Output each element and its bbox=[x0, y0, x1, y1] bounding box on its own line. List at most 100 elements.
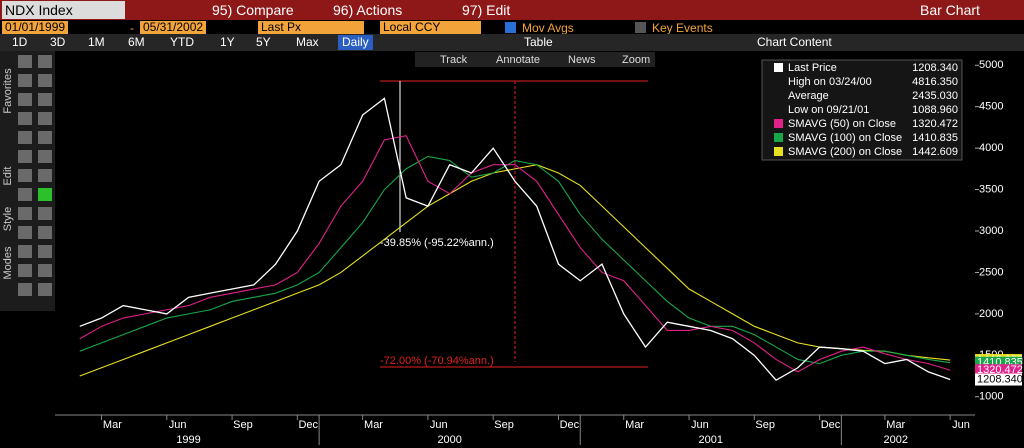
tool-icon[interactable] bbox=[18, 207, 32, 220]
period-button[interactable]: 3D bbox=[50, 35, 66, 49]
annotation: -39.85% (-95.22%ann.) bbox=[380, 237, 494, 249]
side-tab[interactable]: Style bbox=[2, 207, 14, 231]
period-button[interactable]: 1D bbox=[12, 35, 28, 49]
x-tick-label: Sep bbox=[755, 419, 775, 431]
x-tick-label: Jun bbox=[430, 419, 448, 431]
period-button[interactable]: 6M bbox=[128, 35, 145, 49]
tool-icon[interactable] bbox=[38, 169, 52, 182]
tool-icon[interactable] bbox=[18, 188, 32, 201]
chart-content-button[interactable]: Chart Content bbox=[757, 35, 832, 49]
side-tab[interactable]: Edit bbox=[2, 167, 14, 186]
legend-label: Average bbox=[788, 90, 829, 102]
tool-icon[interactable] bbox=[38, 74, 52, 87]
side-tab[interactable]: Favorites bbox=[2, 68, 14, 114]
legend-label: Low on 09/21/01 bbox=[788, 104, 869, 116]
price-line bbox=[79, 164, 951, 377]
tool-icon[interactable] bbox=[18, 245, 32, 258]
x-tick-label: Jun bbox=[169, 419, 187, 431]
tool-icon[interactable] bbox=[38, 93, 52, 106]
x-tick-label: Mar bbox=[103, 419, 122, 431]
last-value-tag bbox=[975, 364, 1022, 377]
chart-tool[interactable]: Zoom bbox=[622, 54, 650, 66]
chart: Favorites Edit Style Modes Track Annotate News… bbox=[0, 51, 1023, 446]
legend-swatch[interactable] bbox=[774, 133, 783, 142]
table-button[interactable]: Table bbox=[524, 35, 553, 49]
y-tick-label: 4000 bbox=[979, 142, 1003, 154]
legend-label: SMAVG (200) on Close bbox=[788, 146, 902, 158]
period-button[interactable]: YTD bbox=[170, 35, 194, 49]
year-label: 2002 bbox=[884, 434, 908, 446]
side-tab[interactable]: Modes bbox=[2, 246, 14, 280]
x-tick-label: Dec bbox=[298, 419, 318, 431]
y-tick-label: 2000 bbox=[979, 308, 1003, 320]
legend-value: 1208.340 bbox=[912, 62, 958, 74]
legend-label: SMAVG (50) on Close bbox=[788, 118, 896, 130]
year-label: 2000 bbox=[437, 434, 461, 446]
tool-icon[interactable] bbox=[18, 150, 32, 163]
tool-icon[interactable] bbox=[18, 226, 32, 239]
legend-value: 4816.350 bbox=[912, 76, 958, 88]
tool-icon[interactable] bbox=[18, 131, 32, 144]
key-events-checkbox[interactable] bbox=[635, 22, 646, 33]
tool-icon[interactable] bbox=[38, 283, 52, 296]
end-date[interactable]: 05/31/2002 bbox=[140, 21, 207, 34]
legend-label: SMAVG (100) on Close bbox=[788, 132, 902, 144]
tool-icon[interactable] bbox=[38, 55, 52, 68]
mov-avgs-checkbox[interactable] bbox=[505, 22, 516, 33]
tool-icon[interactable] bbox=[18, 93, 32, 106]
tool-strip bbox=[415, 52, 655, 67]
field-select[interactable]: Last Px bbox=[258, 21, 364, 34]
tool-icon[interactable] bbox=[18, 74, 32, 87]
tool-icon[interactable] bbox=[38, 188, 52, 201]
tool-icon[interactable] bbox=[38, 150, 52, 163]
legend-value: 1442.609 bbox=[912, 146, 958, 158]
tool-icon[interactable] bbox=[18, 169, 32, 182]
period-button[interactable]: 1Y bbox=[220, 35, 235, 49]
currency-select[interactable]: Local CCY bbox=[380, 21, 481, 34]
tool-icon[interactable] bbox=[38, 245, 52, 258]
x-tick-label: Mar bbox=[364, 419, 383, 431]
date-dash: - bbox=[130, 21, 134, 35]
legend: Last Price 1208.340 High on 03/24/00 4816.3… bbox=[761, 59, 963, 161]
year-label: 2001 bbox=[699, 434, 723, 446]
legend-value: 1410.835 bbox=[912, 132, 958, 144]
x-tick-label: Sep bbox=[233, 419, 253, 431]
tool-icon[interactable] bbox=[18, 264, 32, 277]
chart-tool[interactable]: Annotate bbox=[496, 54, 540, 66]
x-tick-label: Mar bbox=[625, 419, 644, 431]
period-button[interactable]: 1M bbox=[88, 35, 105, 49]
legend-swatch[interactable] bbox=[774, 147, 783, 156]
x-tick-label: Mar bbox=[886, 419, 905, 431]
chart-tool[interactable]: News bbox=[568, 54, 596, 66]
y-tick-label: 5000 bbox=[979, 59, 1003, 71]
period-button[interactable]: 5Y bbox=[256, 35, 271, 49]
chart-type: Bar Chart bbox=[920, 2, 980, 18]
tool-icon[interactable] bbox=[18, 283, 32, 296]
tool-icon[interactable] bbox=[38, 264, 52, 277]
tool-icon[interactable] bbox=[18, 55, 32, 68]
ticker-input[interactable]: NDX Index bbox=[2, 1, 125, 19]
y-tick-label: 2500 bbox=[979, 266, 1003, 278]
annotation: -72.00% (-70.94%ann.) bbox=[380, 355, 494, 367]
price-line bbox=[79, 97, 951, 382]
compare-button[interactable]: 95) Compare bbox=[212, 2, 294, 18]
period-button[interactable]: Max bbox=[296, 35, 319, 49]
actions-button[interactable]: 96) Actions bbox=[333, 2, 403, 18]
chart-tool[interactable]: Track bbox=[440, 54, 468, 66]
legend-swatch[interactable] bbox=[774, 119, 783, 128]
tool-icon[interactable] bbox=[18, 112, 32, 125]
key-events-label: Key Events bbox=[652, 21, 713, 35]
last-value-label: 1320.472 bbox=[977, 364, 1023, 376]
legend-value: 1320.472 bbox=[912, 118, 958, 130]
frequency-select[interactable]: Daily bbox=[338, 35, 373, 50]
title-bar bbox=[0, 0, 1024, 20]
tool-icon[interactable] bbox=[38, 131, 52, 144]
x-tick-label: Jun bbox=[952, 419, 970, 431]
tool-icon[interactable] bbox=[38, 112, 52, 125]
legend-swatch[interactable] bbox=[774, 63, 783, 72]
tool-icon[interactable] bbox=[38, 226, 52, 239]
tool-icon[interactable] bbox=[38, 207, 52, 220]
start-date[interactable]: 01/01/1999 bbox=[2, 21, 69, 34]
edit-button[interactable]: 97) Edit bbox=[462, 2, 511, 18]
